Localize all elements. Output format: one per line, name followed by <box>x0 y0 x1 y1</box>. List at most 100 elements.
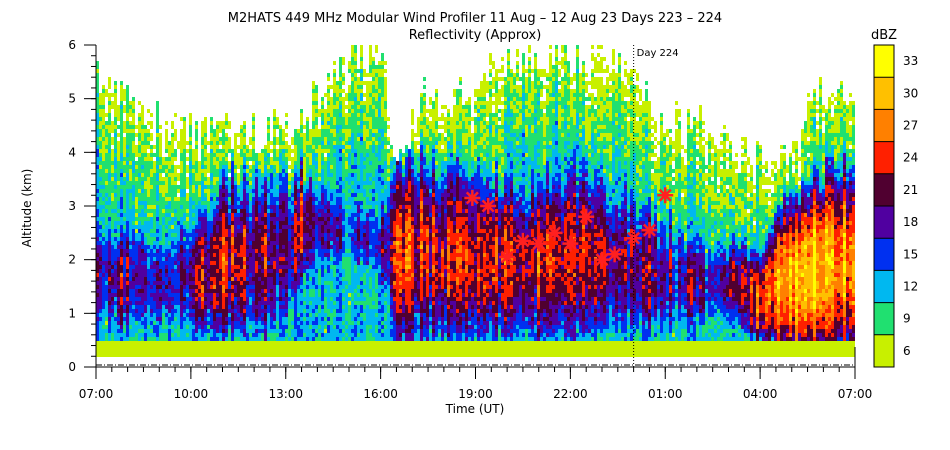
heatmap-cell <box>195 217 198 221</box>
heatmap-cell <box>309 249 312 253</box>
heatmap-cell <box>342 349 345 353</box>
heatmap-cell <box>126 145 129 149</box>
heatmap-cell <box>216 173 219 177</box>
heatmap-cell <box>270 301 273 305</box>
heatmap-cell <box>348 109 351 113</box>
heatmap-cell <box>201 281 204 285</box>
heatmap-cell <box>339 117 342 121</box>
heatmap-cell <box>168 205 171 209</box>
heatmap-cell <box>231 169 234 173</box>
heatmap-cell <box>114 89 117 93</box>
heatmap-cell <box>189 261 192 265</box>
heatmap-cell <box>309 265 312 269</box>
heatmap-cell <box>198 165 201 169</box>
heatmap-cell <box>213 221 216 225</box>
heatmap-cell <box>273 317 276 321</box>
heatmap-cell <box>228 201 231 205</box>
heatmap-cell <box>216 149 219 153</box>
heatmap-cell <box>132 189 135 193</box>
heatmap-cell <box>126 109 129 113</box>
heatmap-cell <box>102 225 105 229</box>
heatmap-cell <box>120 281 123 285</box>
heatmap-cell <box>144 209 147 213</box>
heatmap-cell <box>183 341 186 345</box>
heatmap-cell <box>246 337 249 341</box>
heatmap-cell <box>180 305 183 309</box>
heatmap-cell <box>120 301 123 305</box>
heatmap-cell <box>156 209 159 213</box>
heatmap-cell <box>312 169 315 173</box>
heatmap-cell <box>339 241 342 245</box>
heatmap-cell <box>99 317 102 321</box>
heatmap-cell <box>210 225 213 229</box>
heatmap-cell <box>135 325 138 329</box>
heatmap-cell <box>345 265 348 269</box>
heatmap-cell <box>189 265 192 269</box>
heatmap-cell <box>306 289 309 293</box>
heatmap-cell <box>243 213 246 217</box>
heatmap-cell <box>156 193 159 197</box>
heatmap-cell <box>216 213 219 217</box>
heatmap-cell <box>141 181 144 185</box>
heatmap-cell <box>345 253 348 257</box>
heatmap-cell <box>192 205 195 209</box>
heatmap-cell <box>327 249 330 253</box>
heatmap-cell <box>234 189 237 193</box>
heatmap-cell <box>291 349 294 353</box>
heatmap-cell <box>186 197 189 201</box>
heatmap-cell <box>186 273 189 277</box>
heatmap-cell <box>312 205 315 209</box>
heatmap-cell <box>105 161 108 165</box>
heatmap-cell <box>135 305 138 309</box>
heatmap-cell <box>99 237 102 241</box>
heatmap-cell <box>141 317 144 321</box>
heatmap-cell <box>294 149 297 153</box>
heatmap-cell <box>162 185 165 189</box>
heatmap-cell <box>234 285 237 289</box>
heatmap-cell <box>192 177 195 181</box>
heatmap-cell <box>333 341 336 345</box>
heatmap-cell <box>222 217 225 221</box>
heatmap-cell <box>141 241 144 245</box>
heatmap-cell <box>138 193 141 197</box>
heatmap-cell <box>144 277 147 281</box>
heatmap-cell <box>270 313 273 317</box>
heatmap-cell <box>255 269 258 273</box>
heatmap-cell <box>144 229 147 233</box>
heatmap-cell <box>306 345 309 349</box>
heatmap-cell <box>207 273 210 277</box>
heatmap-cell <box>192 157 195 161</box>
heatmap-cell <box>123 201 126 205</box>
heatmap-cell <box>144 177 147 181</box>
heatmap-cell <box>294 205 297 209</box>
heatmap-cell <box>210 237 213 241</box>
heatmap-cell <box>228 161 231 165</box>
heatmap-cell <box>270 321 273 325</box>
heatmap-cell <box>153 329 156 333</box>
heatmap-cell <box>315 97 318 101</box>
heatmap-cell <box>168 293 171 297</box>
heatmap-cell <box>210 345 213 349</box>
heatmap-cell <box>150 289 153 293</box>
heatmap-cell <box>264 329 267 333</box>
heatmap-cell <box>147 245 150 249</box>
heatmap-cell <box>315 305 318 309</box>
heatmap-cell <box>342 157 345 161</box>
heatmap-cell <box>123 153 126 157</box>
heatmap-cell <box>150 157 153 161</box>
heatmap-cell <box>243 349 246 353</box>
heatmap-cell <box>183 225 186 229</box>
heatmap-cell <box>246 221 249 225</box>
heatmap-cell <box>222 121 225 125</box>
heatmap-cell <box>327 161 330 165</box>
heatmap-cell <box>306 329 309 333</box>
heatmap-cell <box>135 133 138 137</box>
heatmap-cell <box>336 101 339 105</box>
heatmap-cell <box>105 133 108 137</box>
heatmap-cell <box>102 133 105 137</box>
heatmap-cell <box>246 169 249 173</box>
heatmap-cell <box>216 341 219 345</box>
heatmap-cell <box>228 121 231 125</box>
heatmap-cell <box>204 209 207 213</box>
heatmap-cell <box>336 225 339 229</box>
